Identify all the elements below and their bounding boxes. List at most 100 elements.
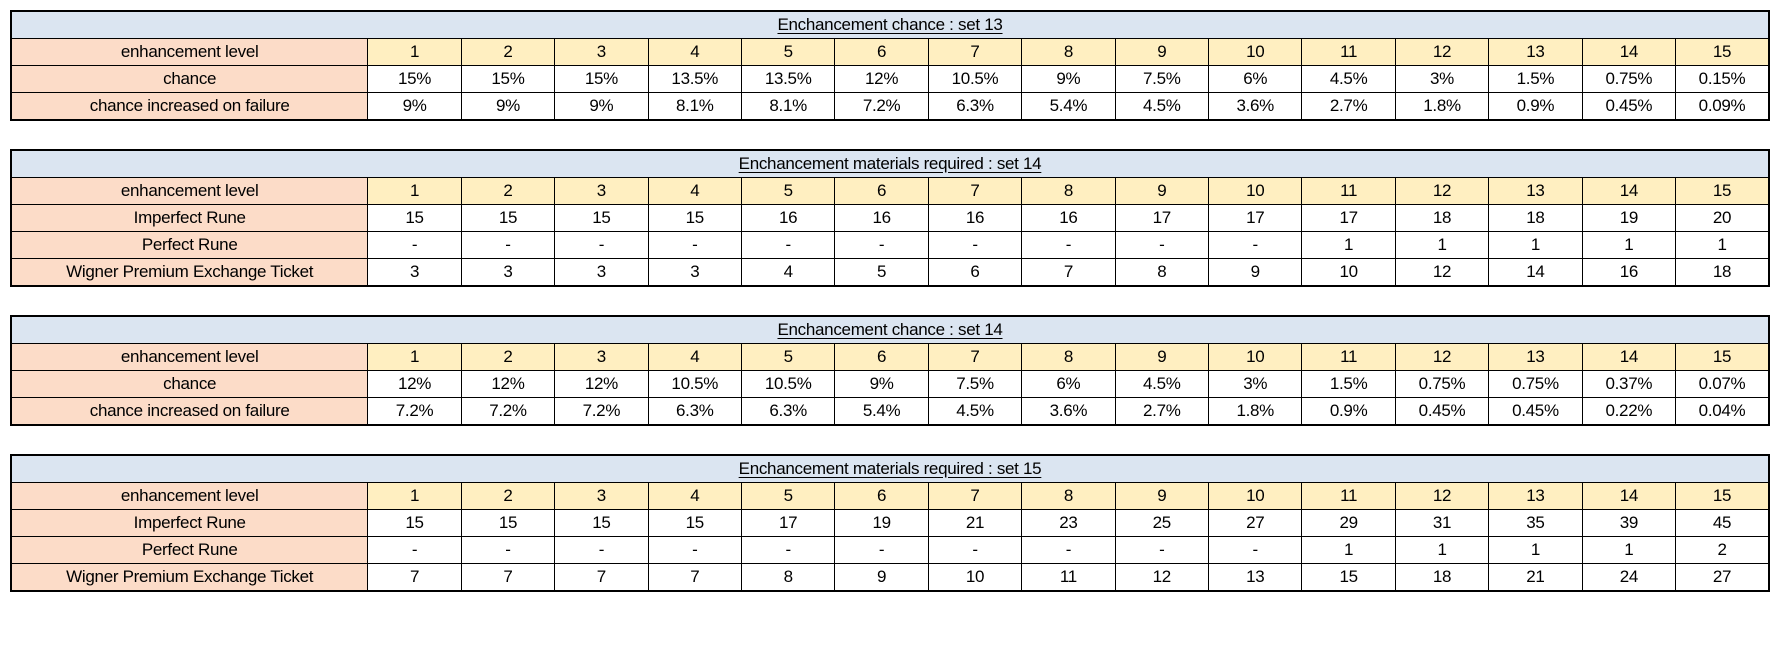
- level-cell: 10: [1208, 38, 1303, 66]
- value-cell: 16: [740, 204, 836, 232]
- value-cell: 18: [1488, 204, 1583, 232]
- value-cell: -: [554, 231, 649, 259]
- value-cell: 7.2%: [834, 92, 929, 121]
- level-cell: 2: [460, 38, 556, 66]
- value-cell: 3: [460, 258, 556, 287]
- level-cell: 5: [740, 38, 836, 66]
- level-cell: 9: [1114, 177, 1210, 205]
- value-cell: 18: [1394, 204, 1490, 232]
- value-cell: -: [367, 231, 462, 259]
- level-cell: 1: [367, 38, 462, 66]
- spreadsheet-area: Enchancement chance : set 13 enhancement …: [10, 10, 1770, 592]
- level-header-label: enhancement level: [10, 482, 369, 510]
- value-cell: -: [647, 536, 742, 564]
- level-cell: 15: [1675, 482, 1770, 510]
- value-cell: 0.75%: [1581, 65, 1677, 93]
- table-row: chance increased on failure 7.2% 7.2% 7.2% 6…: [10, 397, 1770, 426]
- value-cell: 5.4%: [834, 397, 929, 426]
- table-row: Wigner Premium Exchange Ticket 7 7 7 7 8 9 10 11…: [10, 563, 1770, 592]
- value-cell: -: [1114, 231, 1210, 259]
- enchantment-chance-set-13-table: Enchancement chance : set 13 enhancement …: [10, 10, 1770, 121]
- level-cell: 8: [1021, 38, 1116, 66]
- value-cell: 8.1%: [740, 92, 836, 121]
- value-cell: 13.5%: [647, 65, 742, 93]
- level-cell: 14: [1581, 482, 1677, 510]
- value-cell: 6.3%: [740, 397, 836, 426]
- value-cell: 1.8%: [1394, 92, 1490, 121]
- value-cell: 15: [367, 204, 462, 232]
- value-cell: 8: [740, 563, 836, 592]
- value-cell: 1: [1488, 536, 1583, 564]
- row-label: chance increased on failure: [10, 92, 369, 121]
- value-cell: 1.5%: [1488, 65, 1583, 93]
- row-label: Wigner Premium Exchange Ticket: [10, 563, 369, 592]
- level-cell: 15: [1675, 38, 1770, 66]
- value-cell: -: [460, 536, 556, 564]
- level-header-label: enhancement level: [10, 343, 369, 371]
- value-cell: 0.07%: [1675, 370, 1770, 398]
- value-cell: 1: [1301, 231, 1396, 259]
- level-cell: 6: [834, 343, 929, 371]
- table-title-row: Enchancement chance : set 14: [10, 315, 1770, 344]
- value-cell: 0.37%: [1581, 370, 1677, 398]
- value-cell: 12: [1114, 563, 1210, 592]
- value-cell: 23: [1021, 509, 1116, 537]
- value-cell: 12%: [834, 65, 929, 93]
- value-cell: 1: [1394, 231, 1490, 259]
- value-cell: 11: [1021, 563, 1116, 592]
- level-cell: 8: [1021, 343, 1116, 371]
- level-cell: 8: [1021, 482, 1116, 510]
- value-cell: 1: [1581, 536, 1677, 564]
- level-cell: 1: [367, 177, 462, 205]
- value-cell: 15: [460, 509, 556, 537]
- level-cell: 3: [554, 482, 649, 510]
- value-cell: 4.5%: [927, 397, 1023, 426]
- value-cell: 1.8%: [1208, 397, 1303, 426]
- value-cell: 6.3%: [647, 397, 742, 426]
- value-cell: 17: [740, 509, 836, 537]
- value-cell: 1: [1675, 231, 1770, 259]
- value-cell: 3.6%: [1208, 92, 1303, 121]
- table-title: Enchancement materials required : set 14: [738, 154, 1042, 173]
- value-cell: 7.5%: [927, 370, 1023, 398]
- value-cell: 9%: [1021, 65, 1116, 93]
- level-cell: 6: [834, 482, 929, 510]
- table-title-row: Enchancement materials required : set 14: [10, 149, 1770, 178]
- value-cell: 3%: [1208, 370, 1303, 398]
- table-row: chance increased on failure 9% 9% 9% 8.1% 8.1…: [10, 92, 1770, 121]
- value-cell: 35: [1488, 509, 1583, 537]
- level-cell: 1: [367, 482, 462, 510]
- level-cell: 11: [1301, 177, 1396, 205]
- value-cell: 18: [1675, 258, 1770, 287]
- value-cell: 1: [1301, 536, 1396, 564]
- value-cell: 3%: [1394, 65, 1490, 93]
- level-cell: 2: [460, 343, 556, 371]
- value-cell: 9: [1208, 258, 1303, 287]
- value-cell: 15: [554, 204, 649, 232]
- value-cell: 9%: [834, 370, 929, 398]
- level-header-row: enhancement level 1 2 3 4 5 6 7 8 9 10 11 12 13 14 15: [10, 343, 1770, 371]
- level-cell: 5: [740, 177, 836, 205]
- value-cell: -: [1114, 536, 1210, 564]
- enchantment-materials-required-set-14-table: Enchancement materials required : set 14…: [10, 149, 1770, 287]
- level-cell: 15: [1675, 343, 1770, 371]
- level-cell: 3: [554, 343, 649, 371]
- level-cell: 4: [647, 177, 742, 205]
- value-cell: 24: [1581, 563, 1677, 592]
- value-cell: 19: [1581, 204, 1677, 232]
- value-cell: 0.75%: [1394, 370, 1490, 398]
- value-cell: 6.3%: [927, 92, 1023, 121]
- value-cell: 0.09%: [1675, 92, 1770, 121]
- value-cell: 0.45%: [1581, 92, 1677, 121]
- value-cell: 9%: [460, 92, 556, 121]
- value-cell: 5.4%: [1021, 92, 1116, 121]
- level-cell: 7: [927, 177, 1023, 205]
- value-cell: 18: [1394, 563, 1490, 592]
- value-cell: 16: [1581, 258, 1677, 287]
- value-cell: 9: [834, 563, 929, 592]
- value-cell: 17: [1114, 204, 1210, 232]
- level-cell: 10: [1208, 482, 1303, 510]
- value-cell: 7: [647, 563, 742, 592]
- level-cell: 8: [1021, 177, 1116, 205]
- level-cell: 13: [1488, 343, 1583, 371]
